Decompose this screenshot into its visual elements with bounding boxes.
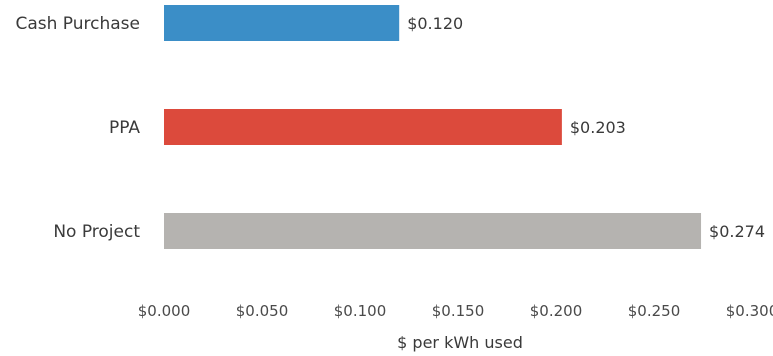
value-label-cash-purchase: $0.120 bbox=[407, 14, 463, 33]
x-tick-label: $0.100 bbox=[334, 302, 387, 320]
value-label-no-project: $0.274 bbox=[709, 222, 765, 241]
x-tick-label: $0.000 bbox=[138, 302, 191, 320]
category-label-no-project: No Project bbox=[53, 222, 140, 242]
x-tick-label: $0.200 bbox=[530, 302, 583, 320]
bar-no-project bbox=[164, 213, 702, 249]
x-axis-ticks: $0.000 $0.050 $0.100 $0.150 $0.200 $0.250 $0.3… bbox=[138, 302, 773, 320]
x-tick-label: $0.250 bbox=[628, 302, 681, 320]
bar-ppa bbox=[164, 109, 562, 145]
x-axis-title: $ per kWh used bbox=[397, 333, 523, 352]
bars-layer bbox=[164, 5, 702, 249]
category-label-cash-purchase: Cash Purchase bbox=[15, 14, 140, 34]
value-labels: $0.120 $0.203 $0.274 bbox=[407, 14, 765, 241]
category-labels: Cash Purchase PPA No Project bbox=[15, 14, 140, 242]
x-tick-label: $0.150 bbox=[432, 302, 485, 320]
value-label-ppa: $0.203 bbox=[570, 118, 626, 137]
x-tick-label: $0.300 bbox=[726, 302, 773, 320]
category-label-ppa: PPA bbox=[109, 118, 140, 138]
bar-cash-purchase bbox=[164, 5, 400, 41]
x-tick-label: $0.050 bbox=[236, 302, 289, 320]
